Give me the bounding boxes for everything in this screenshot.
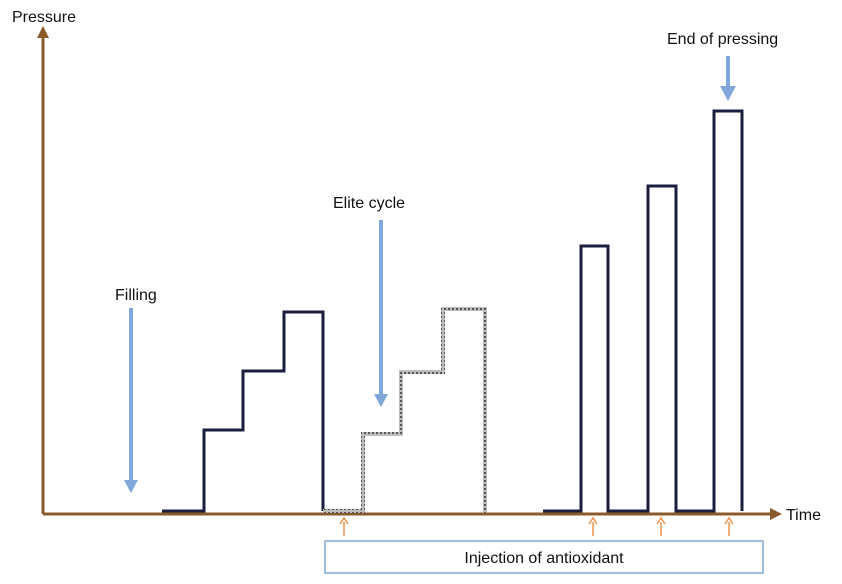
injection-box xyxy=(324,540,764,574)
filling-label: Filling xyxy=(115,287,157,304)
injection-label: Injection of antioxidant xyxy=(464,550,624,567)
filling-pressure-curve xyxy=(162,310,325,513)
pressing-pulses-curve xyxy=(543,109,744,513)
elite-cycle-curve xyxy=(323,307,487,513)
injection-up-arrow-icon xyxy=(339,516,349,536)
elite-cycle-label: Elite cycle xyxy=(333,195,405,212)
injection-up-arrow-icon xyxy=(588,516,598,536)
x-axis-arrowhead xyxy=(770,508,782,520)
end-of-pressing-label: End of pressing xyxy=(667,31,778,48)
filling-down-arrow-icon xyxy=(124,308,138,493)
x-axis-label: Time xyxy=(786,507,821,524)
injection-up-arrow-icon xyxy=(656,516,666,536)
end-of-pressing-down-arrow-icon xyxy=(720,56,736,101)
y-axis-label: Pressure xyxy=(12,9,76,26)
y-axis-arrowhead xyxy=(37,26,49,38)
injection-up-arrow-icon xyxy=(724,516,734,536)
elite-cycle-down-arrow-icon xyxy=(374,220,388,407)
